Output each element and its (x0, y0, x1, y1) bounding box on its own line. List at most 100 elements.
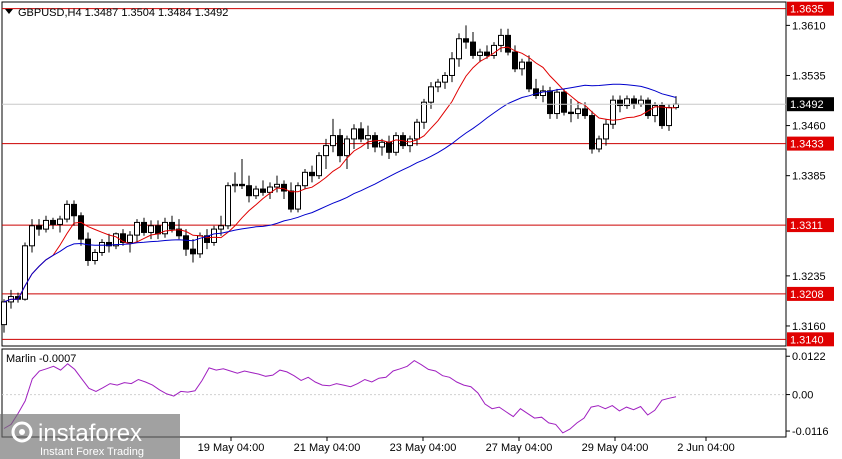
candle-body-up (442, 74, 448, 83)
candle-body-up (218, 225, 224, 230)
candle (302, 168, 308, 190)
candle-body-down (386, 141, 392, 153)
candle-body-down (260, 188, 266, 193)
candle (442, 72, 448, 89)
candle-body-down (470, 41, 476, 56)
candle-body-down (617, 99, 623, 107)
candle (155, 220, 161, 240)
candle (428, 82, 434, 109)
candle-body-up (603, 123, 609, 140)
candle-body-down (155, 225, 161, 235)
candle-body-up (365, 135, 371, 140)
candle (211, 225, 217, 246)
candle-body-down (239, 183, 245, 187)
candle (659, 102, 665, 129)
candle (253, 185, 259, 200)
candle-body-down (463, 38, 469, 43)
candle-body-down (141, 221, 147, 233)
level-label: 1.3635 (790, 4, 824, 16)
candle (316, 152, 322, 180)
candle (414, 118, 420, 146)
candle-body-down (78, 215, 84, 240)
watermark-logo: instaforex Instant Forex Trading (0, 414, 180, 459)
candle-body-up (421, 101, 427, 123)
candle-body-up (225, 185, 231, 227)
candle-body-down (561, 91, 567, 113)
marlin-panel: 0.0122 0.00 -0.0116 (2, 351, 829, 438)
candle-body-down (659, 105, 665, 127)
level-label: 1.3311 (790, 220, 823, 232)
candle-body-up (351, 128, 357, 140)
candle (477, 48, 483, 63)
candle (99, 239, 105, 256)
chart-menu-triangle-icon[interactable] (5, 9, 13, 14)
candle-body-up (428, 86, 434, 103)
candle-body-up (519, 61, 525, 70)
candle-body-up (491, 44, 497, 56)
candle (589, 110, 595, 154)
candle (295, 182, 301, 213)
candle (561, 88, 567, 116)
candle-body-up (295, 185, 301, 210)
candle-body-down (631, 98, 637, 105)
candle-body-down (190, 248, 196, 255)
candle-body-down (512, 51, 518, 70)
candle-body-up (274, 183, 280, 188)
candle (246, 175, 252, 203)
candle-body-up (638, 99, 644, 105)
candle-body-down (288, 190, 294, 210)
candle-body-down (169, 221, 175, 230)
instaforex-logo-icon (11, 421, 33, 443)
candle-body-up (253, 188, 259, 197)
level-label-bg (787, 218, 834, 233)
candle (575, 102, 581, 119)
level-label: 1.3208 (790, 289, 824, 301)
candle-body-down (526, 61, 532, 90)
candle-body-up (666, 107, 672, 127)
time-axis: 19 May 04:00 21 May 04:00 23 May 04:00 27 M… (198, 437, 735, 454)
candle (232, 172, 238, 193)
candle-body-up (302, 171, 308, 187)
candle-body-up (673, 103, 679, 109)
candle (631, 95, 637, 109)
candle (526, 55, 532, 93)
time-tick-label: 21 May 04:00 (294, 442, 361, 454)
candle (323, 138, 329, 169)
candle-body-up (148, 225, 154, 233)
candle (449, 52, 455, 83)
candle-body-down (50, 219, 56, 225)
fast-ma-line (3, 46, 677, 303)
candle (309, 165, 315, 183)
marlin-tick-label: 0.0122 (792, 351, 826, 363)
candle (456, 33, 462, 67)
candle (50, 217, 56, 230)
candle (169, 215, 175, 233)
candle-body-up (498, 34, 504, 46)
price-tick-label: 1.3385 (792, 171, 826, 183)
candle-body-up (22, 245, 28, 300)
candle-body-up (435, 81, 441, 88)
candle (484, 45, 490, 59)
price-tick-label: 1.3610 (792, 20, 826, 32)
candle (120, 229, 126, 246)
price-tick-label: 1.3235 (792, 271, 826, 283)
candle-body-down (309, 171, 315, 177)
candle-body-down (183, 235, 189, 250)
candle-body-up (344, 138, 350, 157)
candle-body-down (337, 135, 343, 157)
candle (351, 124, 357, 149)
candle-body-up (575, 108, 581, 115)
candle (407, 135, 413, 153)
moving-averages (3, 46, 677, 303)
price-tick-label: 1.3535 (792, 70, 826, 82)
candle-body-up (323, 145, 329, 157)
level-label-bg (787, 332, 834, 347)
candles (1, 25, 679, 333)
candle (638, 95, 644, 107)
candle-body-down (120, 233, 126, 243)
candle (71, 200, 77, 226)
candle-body-down (547, 90, 553, 115)
candle (470, 32, 476, 59)
candle (218, 215, 224, 236)
